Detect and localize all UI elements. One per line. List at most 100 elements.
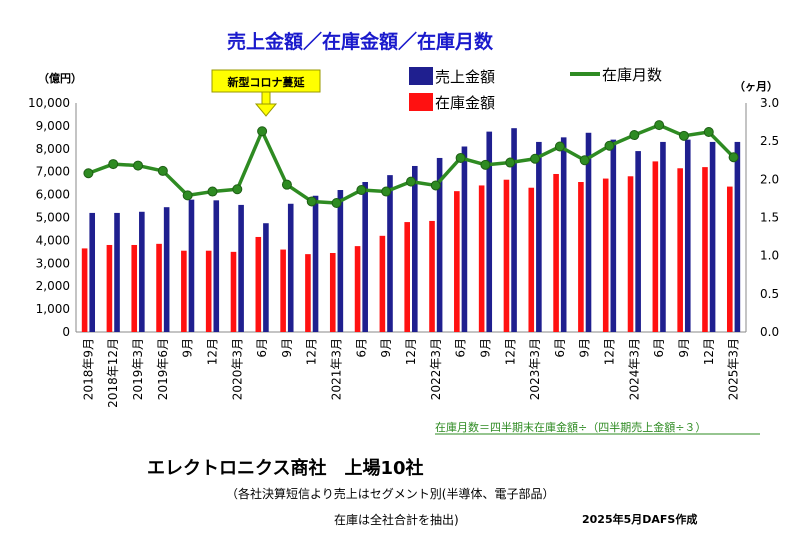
bar-sales [337, 190, 344, 332]
bar-inventory [156, 243, 162, 332]
bar-inventory [528, 187, 535, 332]
left-tick-label: 6,000 [36, 188, 70, 202]
x-tick-label: 2020年3月 [230, 338, 244, 400]
x-tick-label: 9月 [280, 338, 294, 358]
bar-inventory [429, 220, 435, 332]
x-tick-label: 12月 [305, 338, 319, 365]
bar-sales [139, 211, 145, 332]
point-months [703, 127, 714, 138]
annotation-arrow-shaft [261, 91, 271, 105]
x-tick-label: 6月 [454, 338, 468, 358]
point-months [133, 160, 144, 171]
point-months [381, 186, 392, 197]
covid-annotation: 新型コロナ蔓延 [211, 69, 321, 117]
source-note-2: 在庫は全社合計を抽出) [334, 512, 459, 527]
point-months [406, 176, 416, 187]
point-months [604, 140, 615, 151]
bar-inventory [404, 222, 410, 332]
legend: 売上金額 在庫金額 在庫月数 [409, 66, 662, 112]
legend-label-inventory: 在庫金額 [435, 94, 495, 112]
bar-inventory [106, 244, 113, 332]
right-tick-label: 1.0 [760, 249, 779, 263]
bar-inventory [230, 251, 237, 332]
bar-inventory [280, 249, 286, 332]
bar-inventory [602, 178, 609, 332]
point-months [654, 120, 665, 131]
line-group [83, 120, 739, 208]
bar-sales [585, 132, 592, 332]
point-months [207, 186, 218, 197]
bar-sales [536, 141, 542, 332]
formula-note: 在庫月数＝四半期末在庫金額÷（四半期売上金額÷３） [435, 420, 706, 434]
x-tick-labels-group: 2018年9月 2018年12月 2019年3月 2019年6月 9月 12月 2020年3… [81, 338, 740, 408]
right-tick-label: 2.0 [760, 172, 779, 186]
point-months [530, 153, 541, 164]
annotation-label: 新型コロナ蔓延 [228, 75, 306, 89]
x-tick-label: 9月 [578, 338, 592, 358]
point-months [728, 152, 739, 163]
x-tick-label: 2022年3月 [429, 338, 443, 400]
bar-sales [709, 141, 716, 332]
chart-subtitle: エレクトロニクス商社 上場10社 [147, 457, 424, 479]
x-tick-label: 2019年3月 [131, 338, 145, 400]
bar-sales [660, 141, 666, 332]
bar-inventory [305, 254, 311, 332]
point-months [306, 196, 317, 207]
right-tick-label: 2.5 [760, 134, 779, 148]
bar-sales [511, 128, 517, 332]
bar-sales [610, 139, 617, 332]
bar-sales [461, 146, 468, 332]
bar-sales [312, 195, 319, 332]
bar-inventory [652, 161, 659, 332]
left-tick-label: 0 [62, 325, 70, 339]
x-tick-label: 9月 [478, 338, 492, 358]
left-tick-label: 3,000 [36, 256, 70, 270]
point-months [480, 159, 491, 170]
x-tick-label: 9月 [379, 338, 393, 358]
left-tick-label: 9,000 [36, 119, 70, 133]
x-tick-label: 12月 [603, 338, 617, 365]
credit: 2025年5月DAFS作成 [582, 512, 697, 526]
bar-inventory [553, 173, 559, 332]
left-axis-unit: （億円） [38, 71, 82, 85]
bar-inventory [726, 186, 733, 332]
chart-title: 売上金額／在庫金額／在庫月数 [227, 30, 494, 53]
x-tick-label: 6月 [255, 338, 269, 358]
bar-inventory [478, 185, 485, 332]
x-tick-label: 6月 [354, 338, 368, 358]
left-tick-label: 1,000 [36, 302, 70, 316]
right-axis-unit: （ヶ月） [734, 80, 778, 93]
bar-inventory [702, 167, 708, 332]
x-tick-label: 9月 [677, 338, 691, 358]
point-months [83, 168, 94, 179]
x-tick-label: 9月 [181, 338, 195, 358]
annotation-arrow-head [254, 103, 278, 117]
bar-inventory [81, 248, 88, 332]
source-note-1: （各社決算短信より売上はセグメント別(半導体、電子部品） [226, 486, 554, 501]
bar-inventory [578, 182, 584, 332]
x-tick-label: 2019年6月 [156, 338, 170, 400]
bar-inventory [205, 250, 212, 332]
bar-sales [114, 212, 120, 332]
left-tick-label: 10,000 [28, 96, 70, 110]
x-tick-label: 2025年3月 [727, 338, 741, 400]
point-months [356, 185, 367, 196]
bar-sales [89, 212, 96, 332]
right-tick-label: 1.5 [760, 211, 779, 225]
bar-inventory [379, 235, 386, 332]
bar-inventory [503, 179, 510, 332]
bar-sales [412, 165, 418, 332]
point-months [554, 141, 565, 152]
legend-label-months: 在庫月数 [602, 66, 662, 84]
point-months [108, 159, 119, 170]
left-tick-label: 4,000 [36, 233, 70, 247]
x-tick-label: 12月 [503, 338, 517, 365]
point-months [232, 184, 243, 195]
x-tick-label: 12月 [205, 338, 219, 365]
bar-inventory [677, 168, 683, 332]
point-months [257, 126, 268, 137]
point-months [281, 179, 292, 190]
left-tick-label: 5,000 [36, 211, 70, 225]
